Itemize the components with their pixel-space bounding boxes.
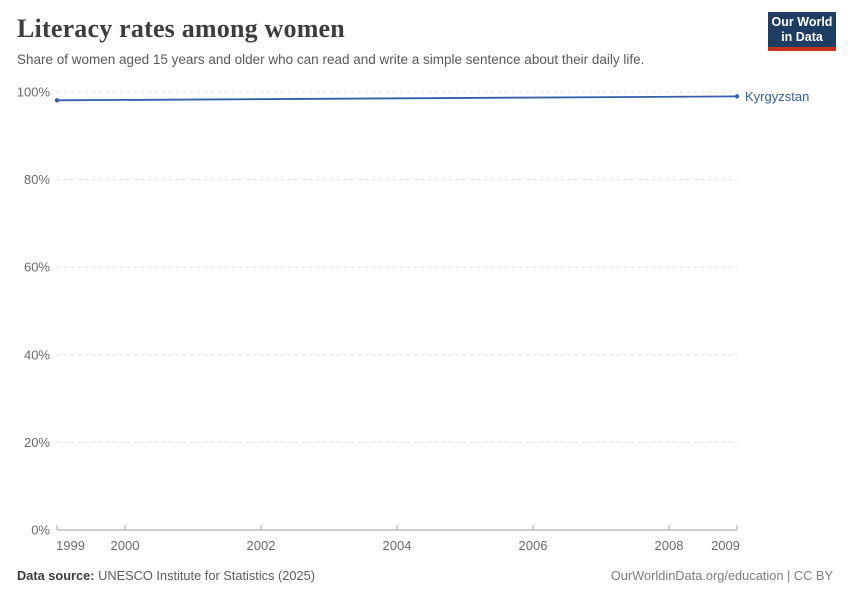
data-source-label: Data source: [17, 568, 95, 583]
x-tick-label-1999: 1999 [56, 538, 85, 553]
owid-logo-line2: in Data [781, 30, 823, 44]
y-tick-label-80: 80% [24, 172, 50, 187]
chart-title: Literacy rates among women [17, 14, 345, 43]
x-tick-label-2006: 2006 [519, 538, 548, 553]
entity-label-kyrgyzstan[interactable]: Kyrgyzstan [745, 89, 809, 104]
owid-logo[interactable]: Our World in Data [768, 12, 836, 51]
y-tick-label-0: 0% [31, 523, 50, 538]
x-tick-label-2008: 2008 [655, 538, 684, 553]
x-tick-label-2004: 2004 [383, 538, 412, 553]
y-tick-label-20: 20% [24, 435, 50, 450]
x-tick-label-2002: 2002 [247, 538, 276, 553]
data-source: Data source: UNESCO Institute for Statis… [17, 568, 315, 583]
owid-logo-line1: Our World [771, 15, 833, 29]
line-chart: 0% 20% 40% 60% 80% 100% 1999 2000 2002 2004 2006 20… [17, 85, 810, 554]
y-tick-label-100: 100% [17, 85, 51, 100]
kyrgyzstan-endpoint-dot-1999 [54, 98, 60, 103]
kyrgyzstan-line [56, 95, 738, 102]
y-tick-label-60: 60% [24, 260, 50, 275]
y-tick-label-40: 40% [24, 347, 50, 362]
x-tick-label-2009: 2009 [711, 538, 740, 553]
x-tick-label-2000: 2000 [111, 538, 140, 553]
credit-link[interactable]: OurWorldinData.org/education | CC BY [610, 568, 833, 583]
chart-footer: Data source: UNESCO Institute for Statis… [17, 568, 833, 583]
kyrgyzstan-endpoint-dot-2009 [734, 94, 740, 99]
chart-subtitle: Share of women aged 15 years and older w… [17, 52, 645, 67]
data-source-value: UNESCO Institute for Statistics (2025) [98, 568, 316, 583]
